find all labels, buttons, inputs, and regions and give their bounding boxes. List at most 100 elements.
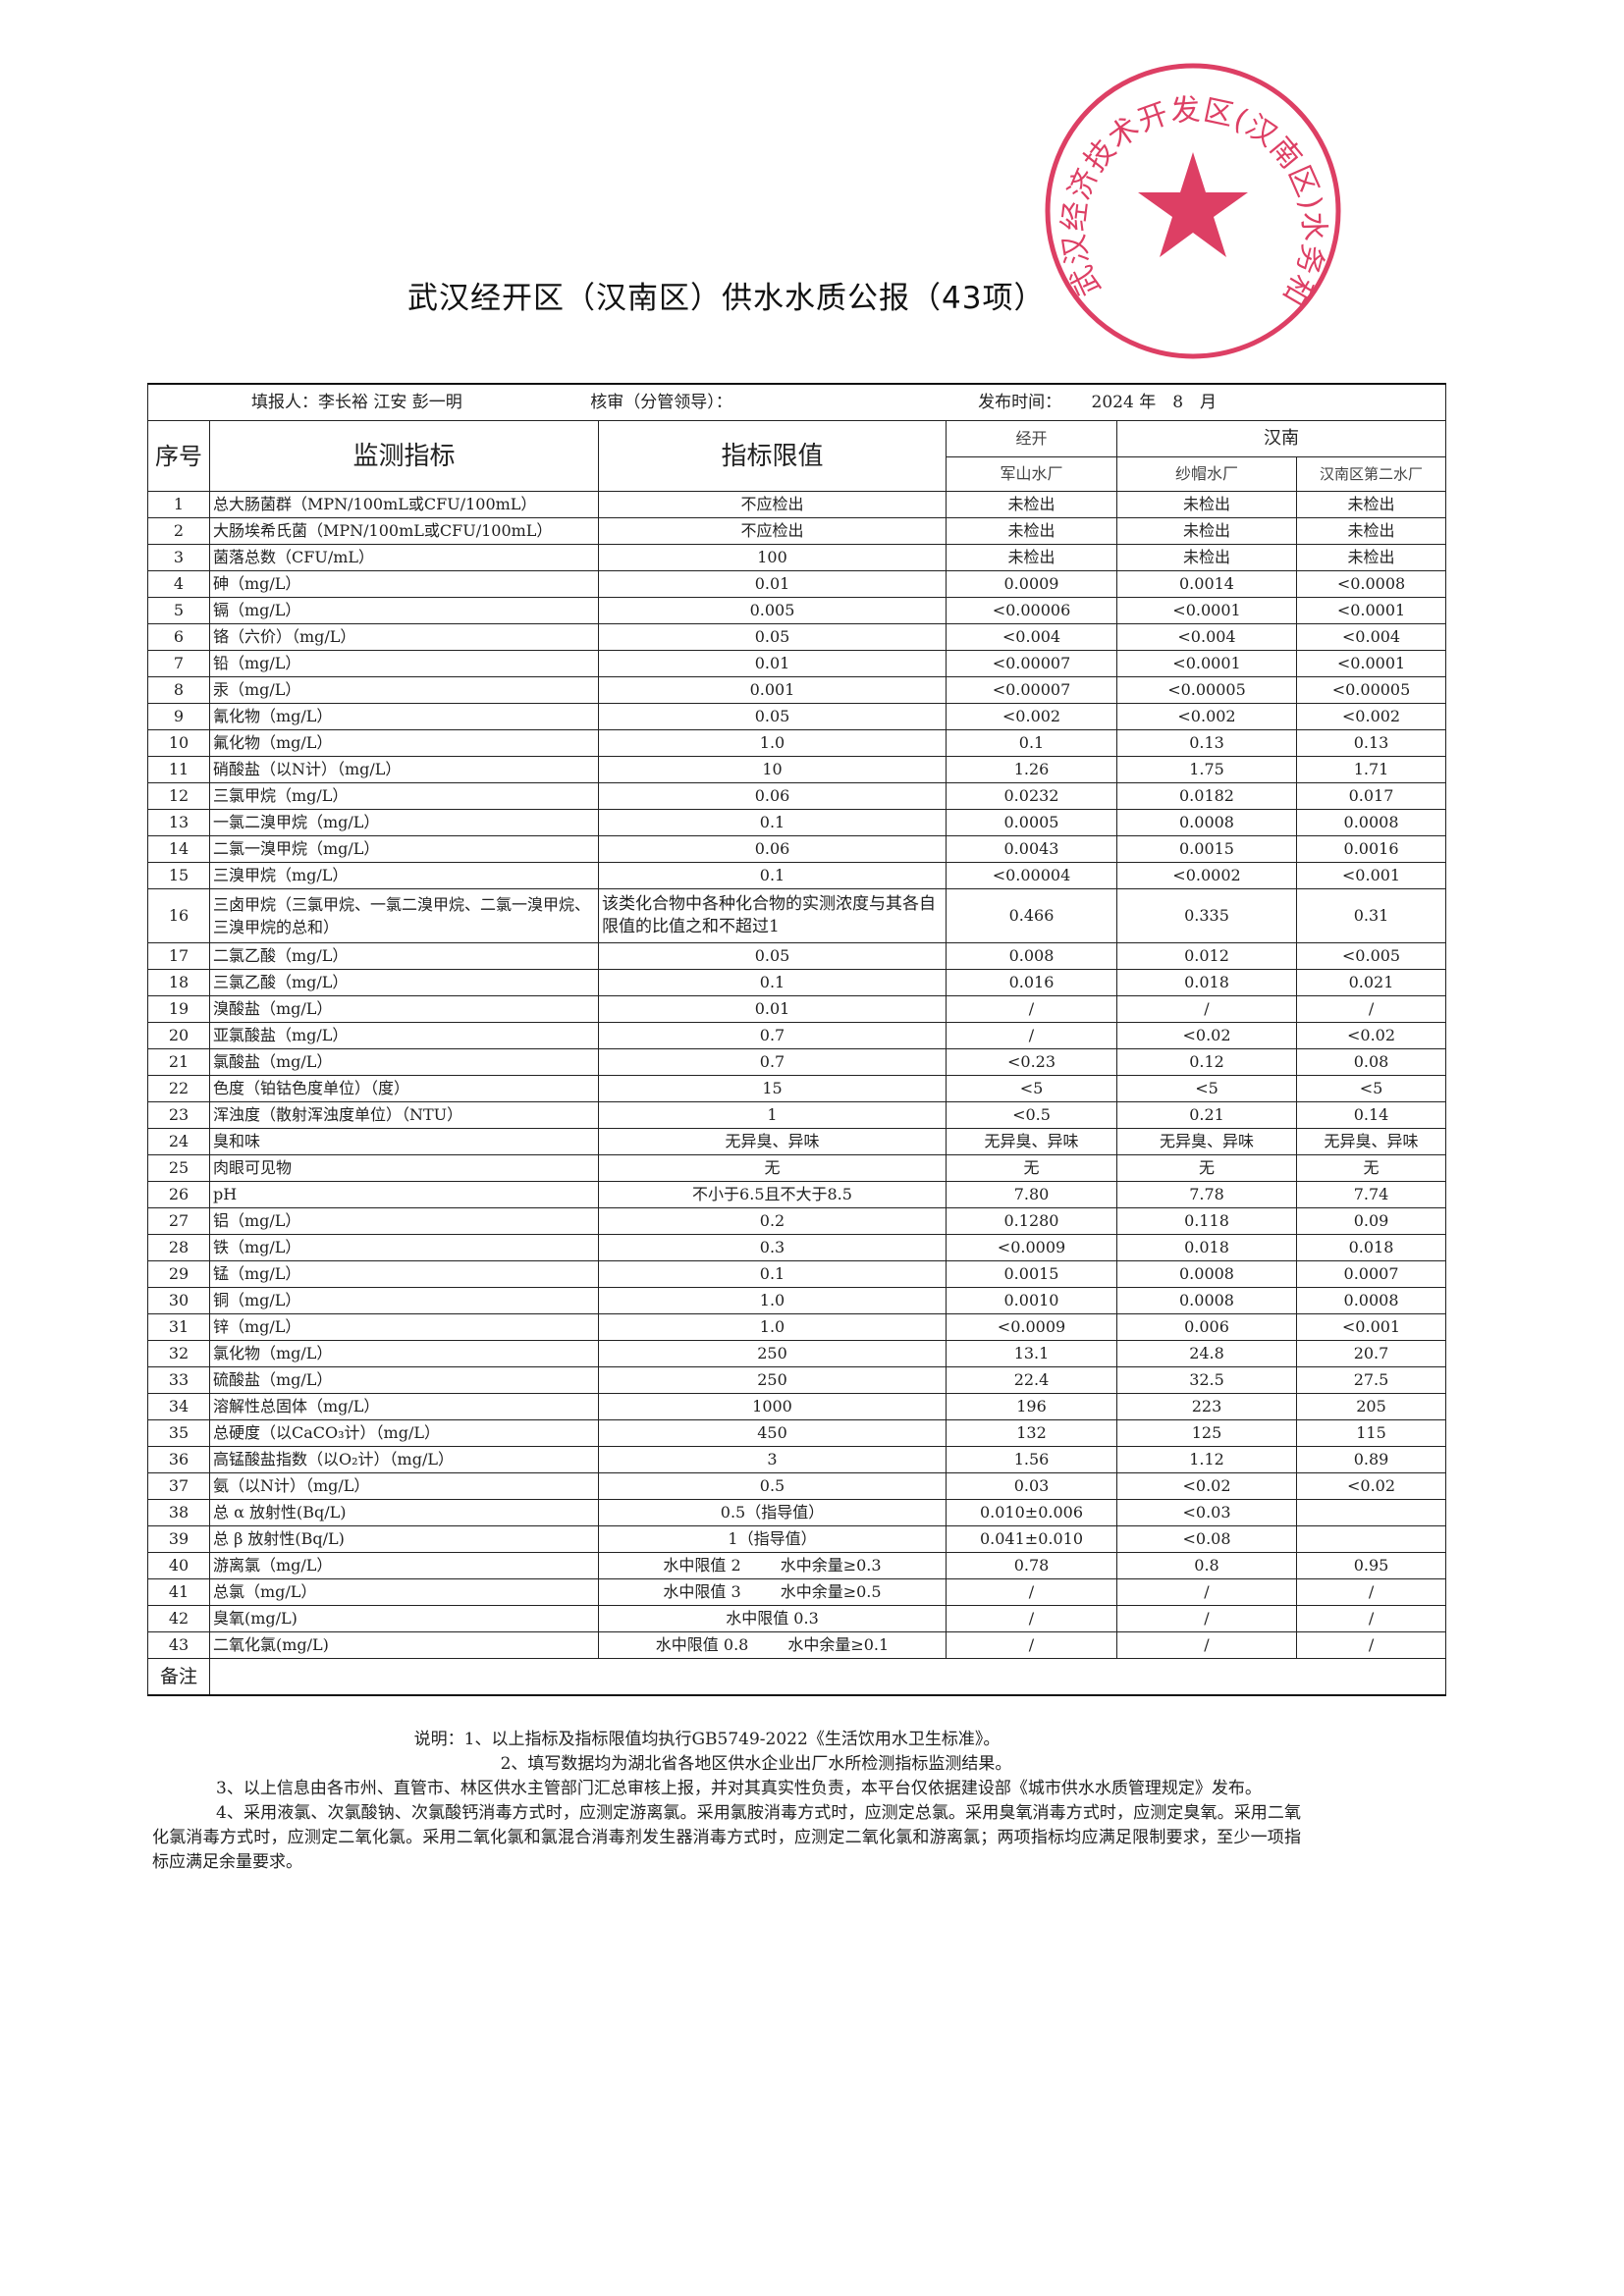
indicator-name: pH bbox=[209, 1181, 599, 1208]
value-hannan-2: / bbox=[1295, 995, 1447, 1023]
value-junshan: 0.0009 bbox=[946, 570, 1117, 598]
value-hannan-2: 20.7 bbox=[1295, 1340, 1447, 1367]
row-number: 30 bbox=[147, 1287, 210, 1314]
row-number: 14 bbox=[147, 835, 210, 863]
value-junshan: 196 bbox=[946, 1393, 1117, 1420]
value-shamao: 未检出 bbox=[1116, 491, 1297, 518]
table-row: 43 二氧化氯(mg/L) 水中限值 0.8 水中余量≥0.1// / bbox=[147, 1631, 1447, 1659]
row-number: 16 bbox=[147, 888, 210, 943]
table-row: 20 亚氯酸盐（mg/L） 0.7/<0.02 <0.02 bbox=[147, 1022, 1447, 1049]
value-hannan-2: 0.0008 bbox=[1295, 809, 1447, 836]
indicator-name: 硝酸盐（以N计）（mg/L） bbox=[209, 756, 599, 783]
table-row: 37 氨（以N计）（mg/L） 0.5 0.03 <0.02 <0.02 bbox=[147, 1472, 1447, 1500]
limit-value: 0.05 bbox=[598, 942, 947, 970]
limit-value: 该类化合物中各种化合物的实测浓度与其各自限值的比值之和不超过1 bbox=[598, 888, 947, 943]
value-hannan-2: 无 bbox=[1295, 1154, 1447, 1182]
row-number: 32 bbox=[147, 1340, 210, 1367]
indicator-name: 溶解性总固体（mg/L） bbox=[209, 1393, 599, 1420]
table-row: 16 三卤甲烷（三氯甲烷、一氯二溴甲烷、二氯一溴甲烷、三溴甲烷的总和） 该类化合物中… bbox=[147, 888, 1447, 943]
limit-value: 无异臭、异味 bbox=[598, 1128, 947, 1155]
value-shamao: <0.0001 bbox=[1116, 597, 1297, 624]
note-2: 2、填写数据均为湖北省各地区供水企业出厂水所检测指标监测结果。 bbox=[500, 1754, 1012, 1774]
indicator-name: 总氯（mg/L） bbox=[209, 1578, 599, 1606]
value-junshan: <0.0009 bbox=[946, 1234, 1117, 1261]
header-row-2: 军山水厂 纱帽水厂 汉南区第二水厂 bbox=[148, 456, 1447, 492]
value-hannan-2: 未检出 bbox=[1295, 544, 1447, 571]
row-number: 3 bbox=[147, 544, 210, 571]
row-number: 4 bbox=[147, 570, 210, 598]
value-hannan-2: 0.08 bbox=[1295, 1048, 1447, 1076]
value-shamao: 无 bbox=[1116, 1154, 1297, 1182]
info-row: 填报人：李长裕 江安 彭一明 核审（分管领导）： 发布时间： 2024 年 8 … bbox=[146, 383, 1447, 421]
table-row: 24 臭和味 无异臭、异味 无异臭、异味 无异臭、异味 无异臭、异味 bbox=[147, 1128, 1447, 1155]
limit-value: 0.001 bbox=[598, 676, 947, 704]
limit-max: 水中限值 2 bbox=[663, 1556, 741, 1575]
value-shamao: / bbox=[1116, 1605, 1297, 1632]
table-row: 1 总大肠菌群（MPN/100mL或CFU/100mL） 不应检出 未检出 未检出 未检出 bbox=[147, 491, 1447, 518]
note-3: 3、以上信息由各市州、直管市、林区供水主管部门汇总审核上报，并对其真实性负责，本… bbox=[216, 1779, 1262, 1798]
table-row: 32 氯化物（mg/L） 250 13.1 24.8 20.7 bbox=[147, 1340, 1447, 1367]
indicator-name: 氰化物（mg/L） bbox=[209, 703, 599, 730]
value-shamao: 0.118 bbox=[1116, 1207, 1297, 1235]
value-junshan: <0.23 bbox=[946, 1048, 1117, 1076]
publish-label: 发布时间： bbox=[978, 393, 1062, 412]
value-shamao: 7.78 bbox=[1116, 1181, 1297, 1208]
limit-value: 0.1 bbox=[598, 1260, 947, 1288]
reviewer: 核审（分管领导）： bbox=[590, 393, 732, 412]
value-hannan-2: <0.001 bbox=[1295, 1313, 1447, 1341]
value-hannan-2: 205 bbox=[1295, 1393, 1447, 1420]
indicator-name: 总 β 放射性(Bq/L) bbox=[209, 1525, 599, 1553]
table-row: 19 溴酸盐（mg/L） 0.01// / bbox=[147, 995, 1447, 1023]
limit-value: 0.06 bbox=[598, 835, 947, 863]
value-shamao: 未检出 bbox=[1116, 544, 1297, 571]
row-number: 33 bbox=[147, 1366, 210, 1394]
table-row: 15 三溴甲烷（mg/L） 0.1 <0.00004 <0.0002 <0.001 bbox=[147, 862, 1447, 889]
table-row: 6 铬（六价）（mg/L） 0.05 <0.004 <0.004 <0.004 bbox=[147, 623, 1447, 651]
table-row: 22 色度（铂钴色度单位）（度） 15 <5 <5 <5 bbox=[147, 1075, 1447, 1102]
notes: 说明：1、以上指标及指标限值均执行GB5749-2022《生活饮用水卫生标准》。… bbox=[152, 1728, 1301, 1875]
value-shamao: 0.8 bbox=[1116, 1552, 1297, 1579]
value-shamao: <0.02 bbox=[1116, 1022, 1297, 1049]
value-shamao: 1.75 bbox=[1116, 756, 1297, 783]
value-hannan-2: <0.004 bbox=[1295, 623, 1447, 651]
value-shamao: <0.02 bbox=[1116, 1472, 1297, 1500]
row-number: 38 bbox=[147, 1499, 210, 1526]
limit-value: 不应检出 bbox=[598, 491, 947, 518]
value-junshan: <0.00004 bbox=[946, 862, 1117, 889]
value-hannan-2 bbox=[1295, 1499, 1447, 1526]
row-number: 17 bbox=[147, 942, 210, 970]
table-row: 30 铜（mg/L） 1.0 0.0010 0.0008 0.0008 bbox=[147, 1287, 1447, 1314]
value-hannan-2: / bbox=[1295, 1605, 1447, 1632]
limit-value: 10 bbox=[598, 756, 947, 783]
indicator-name: 臭氧(mg/L) bbox=[209, 1605, 599, 1632]
table-row: 2 大肠埃希氏菌（MPN/100mL或CFU/100mL） 不应检出 未检出 未检出 未检… bbox=[147, 517, 1447, 545]
value-shamao: 0.21 bbox=[1116, 1101, 1297, 1129]
row-number: 34 bbox=[147, 1393, 210, 1420]
table-row: 38 总 α 放射性(Bq/L) 0.5（指导值） 0.010±0.006 <0.03 bbox=[147, 1499, 1447, 1526]
table-row: 36 高锰酸盐指数（以O₂计）（mg/L） 3 1.56 1.12 0.89 bbox=[147, 1446, 1447, 1473]
value-junshan: <5 bbox=[946, 1075, 1117, 1102]
indicator-name: 氯化物（mg/L） bbox=[209, 1340, 599, 1367]
row-number: 28 bbox=[147, 1234, 210, 1261]
header-no: 序号 bbox=[147, 420, 210, 492]
indicator-name: 铝（mg/L） bbox=[209, 1207, 599, 1235]
table-row: 17 二氯乙酸（mg/L） 0.05 0.008 0.012 <0.005 bbox=[147, 942, 1447, 970]
value-junshan: 0.1280 bbox=[946, 1207, 1117, 1235]
value-junshan: 0.78 bbox=[946, 1552, 1117, 1579]
value-junshan: / bbox=[946, 1605, 1117, 1632]
value-shamao: <0.004 bbox=[1116, 623, 1297, 651]
remark-label: 备注 bbox=[147, 1658, 210, 1696]
value-junshan: 0.0005 bbox=[946, 809, 1117, 836]
row-number: 42 bbox=[147, 1605, 210, 1632]
value-shamao: / bbox=[1116, 1578, 1297, 1606]
value-hannan-2: 未检出 bbox=[1295, 517, 1447, 545]
value-junshan: <0.00006 bbox=[946, 597, 1117, 624]
limit-value: 0.01 bbox=[598, 650, 947, 677]
table-row: 18 三氯乙酸（mg/L） 0.1 0.016 0.018 0.021 bbox=[147, 969, 1447, 996]
indicator-name: 高锰酸盐指数（以O₂计）（mg/L） bbox=[209, 1446, 599, 1473]
value-shamao: / bbox=[1116, 995, 1297, 1023]
indicator-name: 铅（mg/L） bbox=[209, 650, 599, 677]
limit-value: 水中限值 0.8 水中余量≥0.1 bbox=[598, 1631, 947, 1659]
table-row: 39 总 β 放射性(Bq/L) 1（指导值） 0.041±0.010 <0.08 bbox=[147, 1525, 1447, 1553]
row-number: 5 bbox=[147, 597, 210, 624]
